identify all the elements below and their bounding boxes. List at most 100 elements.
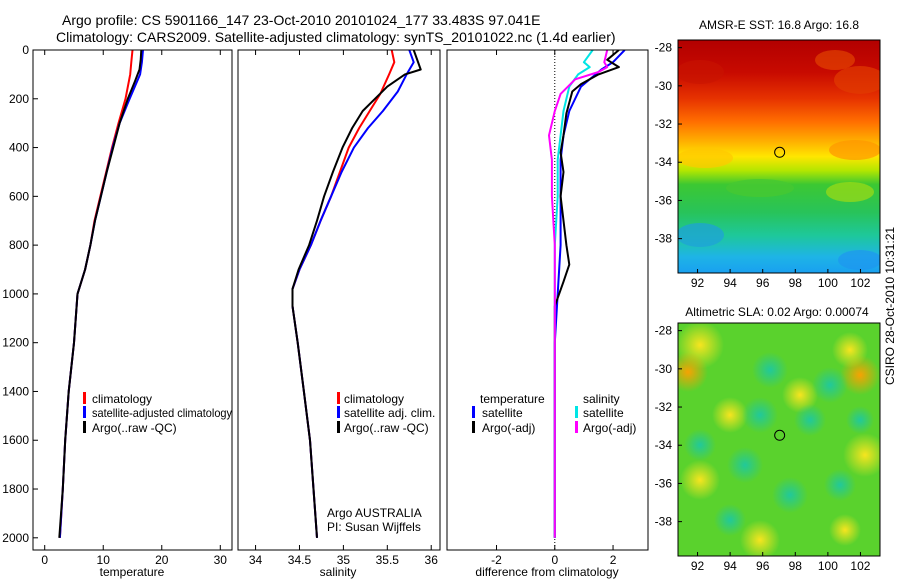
y-tick-label: 2000: [2, 531, 29, 545]
temperature-x-ticks: 0 10 20 30: [41, 50, 227, 567]
y-tick-label: 800: [9, 238, 29, 252]
sst-lat-ticks: -28 -30 -32 -34 -36 -38: [655, 41, 682, 246]
difference-legend: temperature satellite Argo(-adj) salinit…: [472, 392, 636, 435]
x-tick-label: 35: [337, 553, 351, 567]
lat-tick-label: -32: [655, 117, 673, 131]
legend-title-salinity: salinity: [583, 392, 620, 406]
sst-map-panel: AMSR-E SST: 16.8 Argo: 16.8 92 94 96 98 100 1…: [655, 18, 881, 290]
legend-swatch-satellite-adj: [337, 406, 340, 418]
legend-title-temperature: temperature: [480, 392, 545, 406]
lat-tick-label: -28: [655, 324, 673, 338]
lon-tick-label: 100: [818, 559, 838, 573]
y-tick-label: 200: [9, 92, 29, 106]
lon-tick-label: 102: [850, 276, 870, 290]
lat-tick-label: -36: [655, 476, 673, 490]
temperature-xlabel: temperature: [100, 565, 165, 579]
temperature-frame: [32, 49, 233, 551]
lat-tick-label: -30: [655, 362, 673, 376]
legend-swatch-temp-satellite: [472, 406, 475, 418]
temperature-legend: climatology satellite-adjusted climatolo…: [83, 392, 232, 435]
series-line-salinity-0: [291, 50, 396, 538]
salinity-panel: 34 34.5 35 35.5 36 salinity climatology sate…: [237, 49, 441, 579]
sst-map-frame: [677, 39, 881, 274]
series-line-salinity-2: [291, 50, 422, 538]
lat-tick-label: -30: [655, 79, 673, 93]
difference-panel: -2 0 2 difference from climatology tempera…: [446, 49, 649, 579]
sla-lon-ticks: 92 94 96 98 100 102: [691, 552, 871, 573]
x-tick-label: -2: [491, 553, 502, 567]
sla-map-panel: Altimetric SLA: 0.02 Argo: 0.00074: [655, 305, 881, 573]
sla-map-frame: [677, 322, 881, 557]
legend-label-argo: Argo(..raw -QC): [92, 421, 177, 435]
salinity-curves: [291, 50, 422, 538]
legend-label-satellite-adjusted: satellite-adjusted climatology: [92, 406, 232, 420]
lon-tick-label: 96: [756, 276, 770, 290]
temperature-panel: 0 10 20 30 0 200 400 600 800 1000 1200 1400 1600 180…: [2, 43, 233, 579]
sla-lat-ticks: -28 -30 -32 -34 -36 -38: [655, 324, 682, 529]
difference-curves: [548, 50, 626, 538]
legend-swatch-satellite-adjusted: [83, 406, 86, 418]
legend-swatch-temp-argo: [472, 421, 475, 433]
x-tick-label: 10: [97, 553, 111, 567]
x-tick-label: 36: [425, 553, 439, 567]
series-line-difference-2: [553, 50, 594, 538]
lon-tick-label: 92: [691, 559, 705, 573]
lat-tick-label: -28: [655, 41, 673, 55]
lat-tick-label: -36: [655, 193, 673, 207]
difference-frame: [446, 49, 649, 551]
lat-tick-label: -38: [655, 515, 673, 529]
series-line-temperature-1: [58, 50, 144, 538]
argo-float-marker: [774, 146, 786, 158]
lon-tick-label: 94: [723, 559, 737, 573]
legend-swatch-sal-satellite: [575, 406, 578, 418]
salinity-legend: climatology satellite adj. clim. Argo(..…: [337, 392, 435, 435]
x-tick-label: 34: [249, 553, 263, 567]
timestamp-label: CSIRO 28-Oct-2010 10:31:21: [883, 227, 897, 385]
sst-lon-ticks: 92 94 96 98 100 102: [691, 269, 871, 290]
lat-tick-label: -32: [655, 400, 673, 414]
legend-label-climatology: climatology: [92, 392, 152, 406]
sla-map-title: Altimetric SLA: 0.02 Argo: 0.00074: [685, 305, 869, 319]
lon-tick-label: 94: [723, 276, 737, 290]
y-tick-label: 0: [22, 43, 29, 57]
lon-tick-label: 98: [789, 559, 803, 573]
y-tick-label: 1400: [2, 384, 29, 398]
x-tick-label: 34.5: [288, 553, 312, 567]
salinity-xlabel: salinity: [320, 565, 357, 579]
legend-label-temp-satellite: satellite: [482, 406, 523, 420]
series-line-temperature-0: [58, 50, 134, 538]
legend-label-satellite-adj: satellite adj. clim.: [344, 406, 435, 420]
depth-y-ticks: 0 200 400 600 800 1000 1200 1400 1600 1800 2000: [2, 43, 38, 545]
legend-swatch-climatology: [83, 392, 86, 404]
series-line-difference-1: [553, 50, 620, 538]
difference-xlabel: difference from climatology: [475, 565, 618, 579]
argo-float-marker: [774, 429, 786, 441]
figure-title-line1: Argo profile: CS 5901166_147 23-Oct-2010…: [62, 12, 540, 28]
y-tick-label: 1000: [2, 287, 29, 301]
sla-field: [678, 323, 880, 556]
y-tick-label: 600: [9, 189, 29, 203]
x-tick-label: 2: [610, 553, 617, 567]
legend-label-argo: Argo(..raw -QC): [344, 421, 429, 435]
y-tick-label: 1600: [2, 433, 29, 447]
x-tick-label: 0: [551, 553, 558, 567]
salinity-x-ticks: 34 34.5 35 35.5 36: [249, 50, 438, 567]
legend-swatch-climatology: [337, 392, 340, 404]
lon-tick-label: 102: [850, 559, 870, 573]
x-tick-label: 35.5: [376, 553, 400, 567]
legend-label-sal-satellite: satellite: [583, 406, 624, 420]
lon-tick-label: 100: [818, 276, 838, 290]
x-tick-label: 20: [155, 553, 169, 567]
series-line-salinity-1: [291, 50, 415, 538]
y-tick-label: 400: [9, 141, 29, 155]
legend-swatch-argo: [83, 421, 86, 433]
difference-x-ticks: -2 0 2: [491, 50, 617, 567]
credit-line2: PI: Susan Wijffels: [327, 520, 421, 534]
temperature-curves: [58, 50, 144, 538]
lon-tick-label: 98: [789, 276, 803, 290]
legend-label-sal-argo: Argo(-adj): [583, 421, 636, 435]
series-line-temperature-2: [58, 50, 143, 538]
x-tick-label: 30: [214, 553, 228, 567]
salinity-frame: [237, 49, 441, 551]
